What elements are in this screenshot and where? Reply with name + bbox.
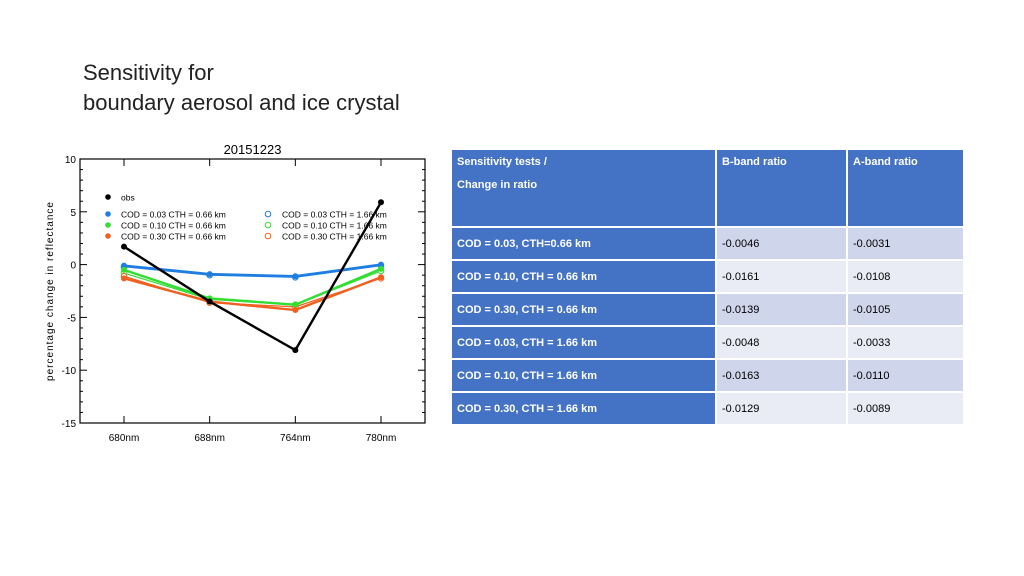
x-tick-label: 688nm [194,433,225,444]
y-tick-label: -5 [67,313,76,324]
y-tick-label: -15 [62,419,77,430]
a-band-value: -0.0089 [846,391,965,426]
legend-marker [105,233,111,239]
b-band-value: -0.0046 [715,226,848,261]
y-tick-label: 10 [65,155,77,166]
header-a-band: A-band ratio [846,148,965,228]
legend-label: obs [121,193,135,203]
x-tick-label: 780nm [366,433,397,444]
legend-marker [105,222,111,228]
series-line [123,201,383,352]
table-row: COD = 0.03, CTH=0.66 km -0.0046 -0.0031 [450,226,965,261]
a-band-value: -0.0033 [846,325,965,360]
table-header-row: Sensitivity tests / Change in ratio B-ba… [450,148,965,228]
row-test-label: COD = 0.10, CTH = 1.66 km [450,358,717,393]
legend-marker-open [264,221,272,229]
legend-label: COD = 0.30 CTH = 1.66 km [282,232,387,242]
table-row: COD = 0.10, CTH = 0.66 km -0.0161 -0.010… [450,259,965,294]
reflectance-chart: 20151223 10 5 0 -5 -10 -15 680nm 688nm 764nm 780nm… [45,142,426,444]
data-point [292,301,299,308]
slide-title-line1: Sensitivity for [83,60,214,85]
a-band-value: -0.0110 [846,358,965,393]
data-point [121,262,127,269]
legend-marker-open [264,232,272,240]
row-test-label: COD = 0.30, CTH = 0.66 km [450,292,717,327]
y-tick-label: 0 [70,261,76,272]
legend-label: COD = 0.03 CTH = 1.66 km [282,210,387,220]
data-point [121,275,127,282]
row-test-label: COD = 0.30, CTH = 1.66 km [450,391,717,426]
header-sensitivity-tests: Sensitivity tests / Change in ratio [450,148,717,228]
slide-title-line2: boundary aerosol and ice crystal [83,90,400,115]
data-point [378,199,384,206]
a-band-value: -0.0031 [846,226,965,261]
header-b-band: B-band ratio [715,148,848,228]
legend-marker [105,211,111,217]
row-test-label: COD = 0.03, CTH=0.66 km [450,226,717,261]
data-point [378,261,384,268]
data-point [292,347,299,354]
legend-label: COD = 0.30 CTH = 0.66 km [121,232,226,242]
table-row: COD = 0.10, CTH = 1.66 km -0.0163 -0.011… [450,358,965,393]
data-point [121,266,127,273]
data-point [206,271,213,278]
header-tests-line1: Sensitivity tests / [457,156,547,168]
row-test-label: COD = 0.03, CTH = 1.66 km [450,325,717,360]
data-point [292,273,299,280]
slide-title: Sensitivity for boundary aerosol and ice… [83,58,400,118]
data-point [292,307,299,314]
b-band-value: -0.0161 [715,259,848,294]
b-band-value: -0.0163 [715,358,848,393]
data-point [378,274,384,281]
data-point [378,265,384,272]
legend-marker [105,194,111,200]
data-point [206,298,213,305]
table-row: COD = 0.03, CTH = 1.66 km -0.0048 -0.003… [450,325,965,360]
plot-frame [79,158,426,424]
table-row: COD = 0.30, CTH = 0.66 km -0.0139 -0.010… [450,292,965,327]
header-tests-line2: Change in ratio [457,179,538,191]
series-line [123,267,382,306]
series-line [123,276,382,312]
data-point [121,243,127,250]
y-tick-label: 5 [70,208,76,219]
y-tick-label: -10 [62,366,77,377]
x-tick-label: 764nm [280,433,311,444]
chart-title: 20151223 [224,142,282,157]
sensitivity-table: Sensitivity tests / Change in ratio B-ba… [450,148,965,426]
b-band-value: -0.0139 [715,292,848,327]
legend-marker-open [264,210,272,218]
legend-label: COD = 0.10 CTH = 0.66 km [121,221,226,231]
table-row: COD = 0.30, CTH = 1.66 km -0.0129 -0.008… [450,391,965,426]
row-test-label: COD = 0.10, CTH = 0.66 km [450,259,717,294]
legend-label: COD = 0.03 CTH = 0.66 km [121,210,226,220]
a-band-value: -0.0108 [846,259,965,294]
b-band-value: -0.0048 [715,325,848,360]
a-band-value: -0.0105 [846,292,965,327]
series-line [123,263,382,278]
legend-label: COD = 0.10 CTH = 1.66 km [282,221,387,231]
y-axis-label: percentage change in reflectance [45,201,56,381]
x-tick-label: 680nm [109,433,140,444]
b-band-value: -0.0129 [715,391,848,426]
